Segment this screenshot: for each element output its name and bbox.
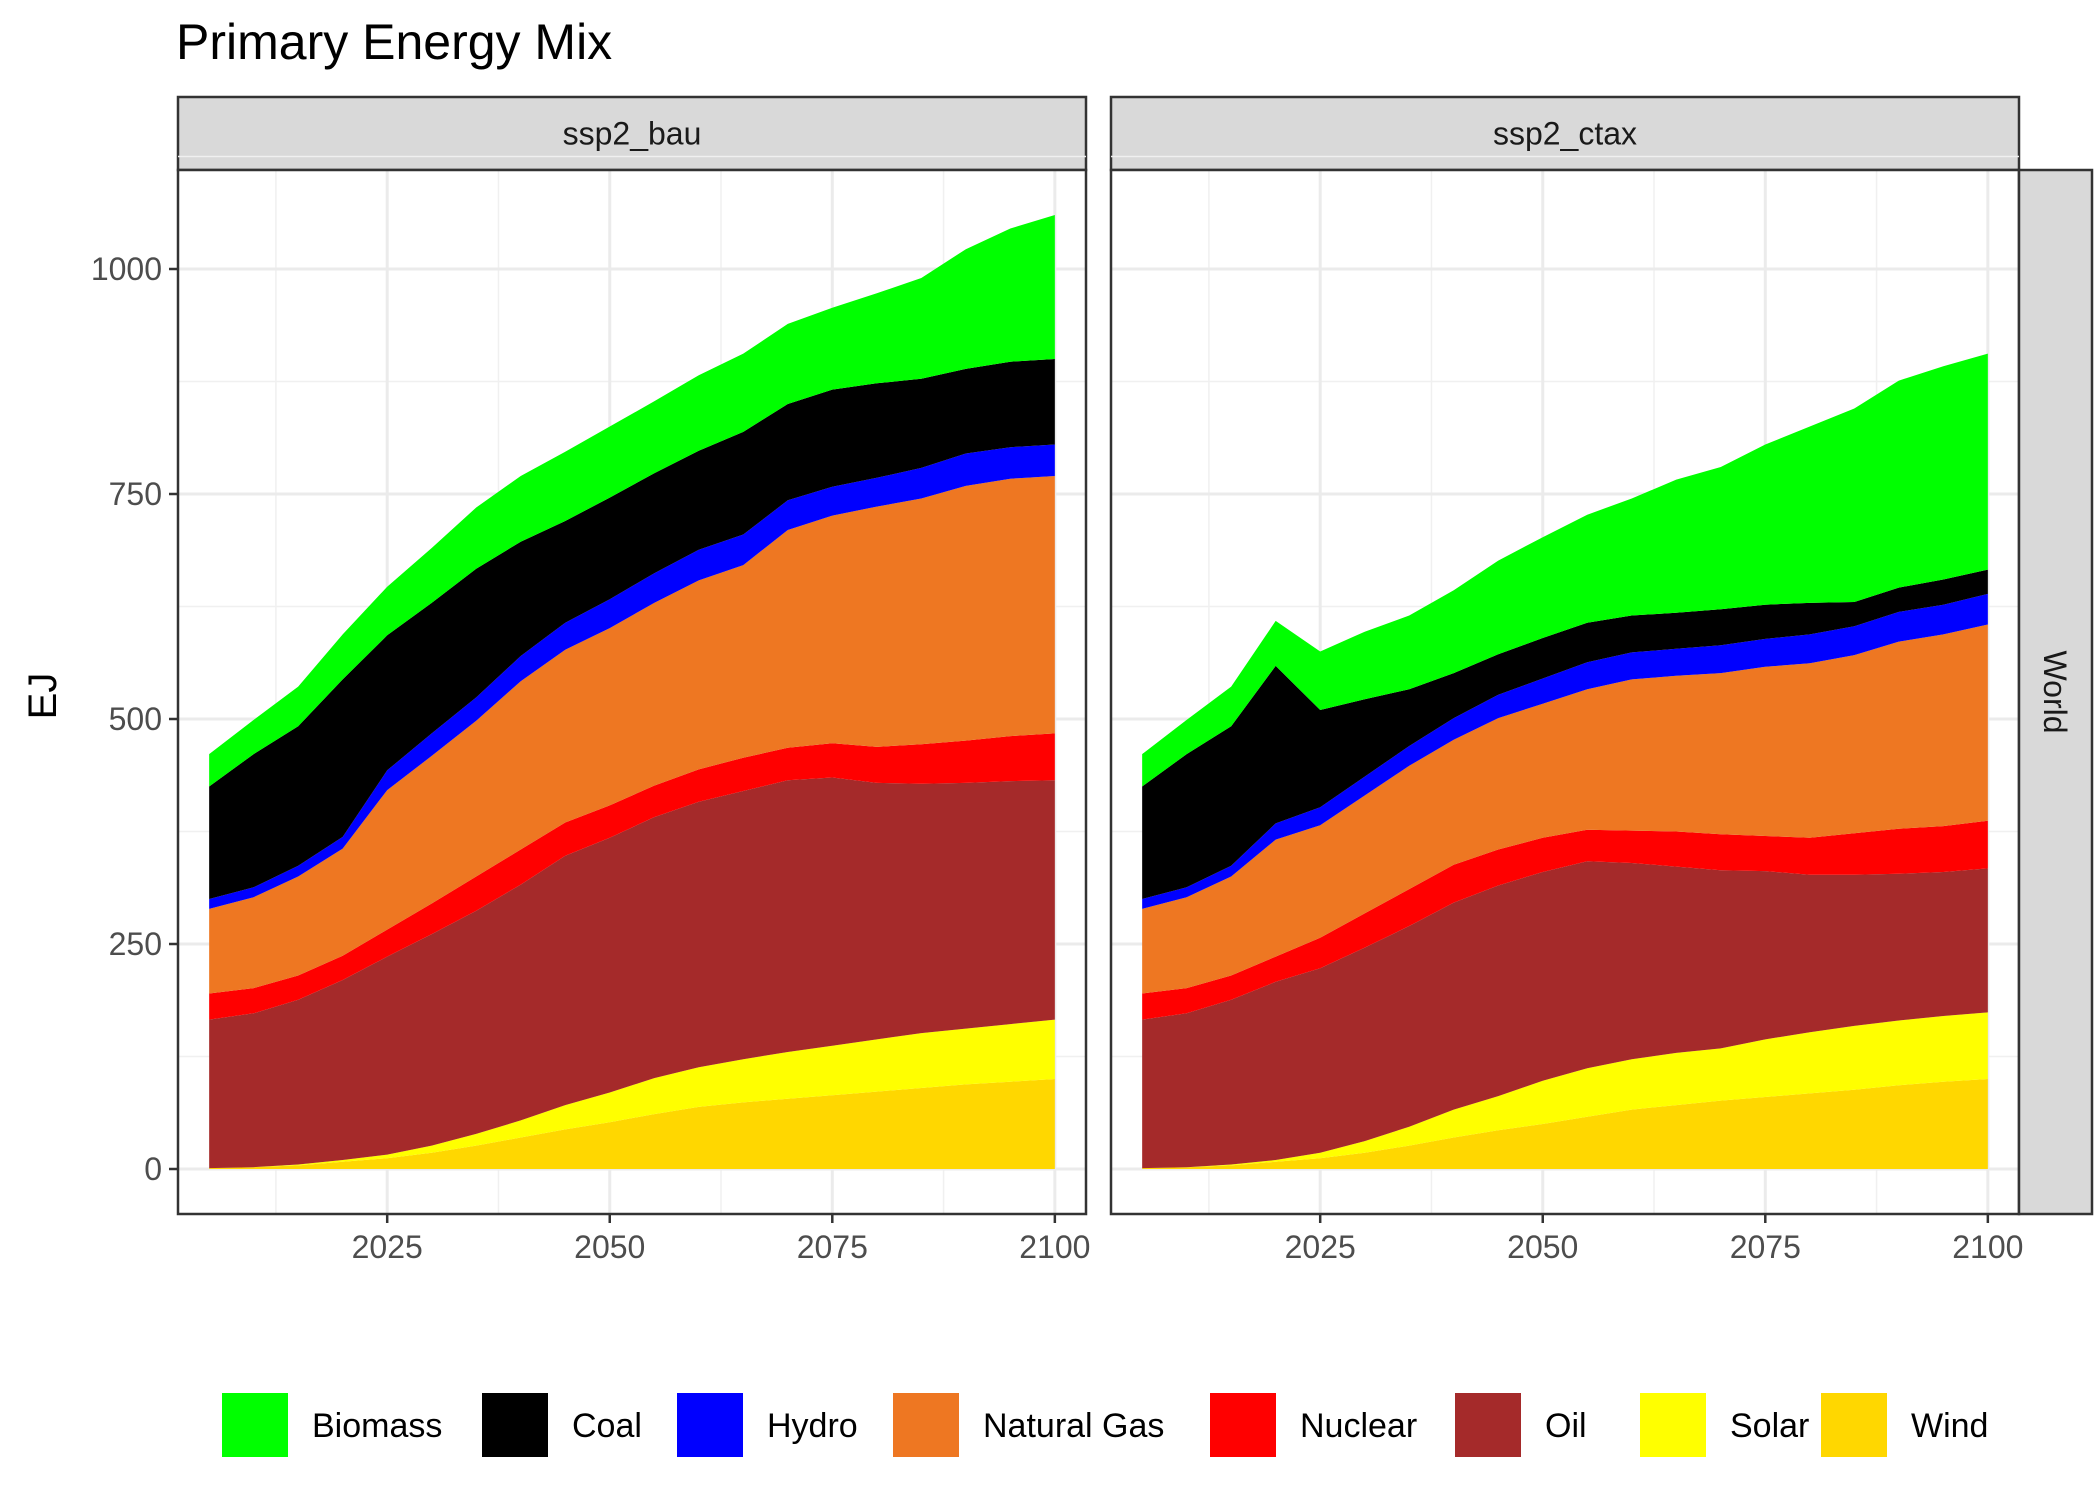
legend-key-nuclear (1210, 1393, 1276, 1457)
legend-label-wind: Wind (1911, 1407, 1988, 1445)
strip-label-ssp2-ctax: ssp2_ctax (1493, 116, 1637, 152)
legend-label-oil: Oil (1545, 1407, 1587, 1445)
area-ssp2-ctax-solar (1142, 1012, 1988, 1169)
strip-ssp2-bau (176, 95, 1088, 172)
row-strip: World (2017, 168, 2094, 1216)
panel-ssp2-ctax: ssp2_ctax 2025 2050 2075 2100 (1109, 95, 2023, 1265)
legend-key-natural-gas (893, 1393, 959, 1457)
x-tick-label: 2100 (1019, 1229, 1090, 1265)
x-axis-ssp2-ctax: 2025 2050 2075 2100 (1285, 1214, 2023, 1265)
legend-key-solar (1640, 1393, 1706, 1457)
x-tick-label: 2100 (1952, 1229, 2023, 1265)
area-ssp2-ctax-natural-gas (1142, 624, 1988, 994)
legend-item-solar: Solar (1640, 1393, 1809, 1457)
y-tick-label: 750 (109, 476, 162, 512)
legend-item-nuclear: Nuclear (1210, 1393, 1417, 1457)
row-strip-label: World (2037, 651, 2073, 734)
strip-label-ssp2-bau: ssp2_bau (563, 116, 702, 152)
legend-key-hydro (677, 1393, 743, 1457)
x-tick-label: 2075 (1730, 1229, 1801, 1265)
x-axis-ssp2-bau: 2025 2050 2075 2100 (352, 1214, 1090, 1265)
chart-title: Primary Energy Mix (176, 14, 612, 70)
area-ssp2-bau-biomass (209, 215, 1055, 787)
area-ssp2-bau-coal (209, 359, 1055, 899)
legend-item-biomass: Biomass (222, 1393, 442, 1457)
legend-label-solar: Solar (1730, 1407, 1809, 1445)
x-tick-label: 2025 (352, 1229, 423, 1265)
x-tick-label: 2050 (1507, 1229, 1578, 1265)
legend-label-hydro: Hydro (767, 1407, 858, 1445)
areas-ssp2-ctax (1142, 353, 1988, 1169)
y-axis: 0 250 500 750 1000 (91, 251, 178, 1187)
area-ssp2-bau-solar (209, 1019, 1055, 1169)
y-tick-label: 500 (109, 701, 162, 737)
legend-item-oil: Oil (1455, 1393, 1587, 1457)
area-ssp2-bau-natural-gas (209, 476, 1055, 994)
area-ssp2-ctax-hydro (1142, 593, 1988, 909)
x-tick-label: 2050 (574, 1229, 645, 1265)
x-tick-label: 2075 (797, 1229, 868, 1265)
area-ssp2-ctax-coal (1142, 569, 1988, 899)
legend-key-coal (482, 1393, 548, 1457)
y-axis-title: EJ (21, 673, 65, 720)
y-tick-label: 250 (109, 926, 162, 962)
area-ssp2-bau-oil (209, 777, 1055, 1169)
legend-key-biomass (222, 1393, 288, 1457)
row-strip-box (2017, 168, 2094, 1216)
area-ssp2-ctax-wind (1142, 1079, 1988, 1169)
area-ssp2-ctax-nuclear (1142, 820, 1988, 1020)
legend-label-natural-gas: Natural Gas (983, 1407, 1164, 1445)
y-tick-label: 1000 (91, 251, 162, 287)
legend-label-coal: Coal (572, 1407, 642, 1445)
legend-label-biomass: Biomass (312, 1407, 442, 1445)
areas-ssp2-bau (209, 215, 1055, 1169)
legend-key-wind (1821, 1393, 1887, 1457)
area-ssp2-ctax-oil (1142, 861, 1988, 1169)
area-ssp2-bau-wind (209, 1079, 1055, 1169)
legend: Biomass Coal Hydro Natural Gas Nuclear Oil Sol… (222, 1393, 1988, 1457)
legend-item-coal: Coal (482, 1393, 642, 1457)
legend-label-nuclear: Nuclear (1300, 1407, 1417, 1445)
area-ssp2-bau-nuclear (209, 733, 1055, 1020)
panel-border-ssp2-bau (176, 168, 1088, 1216)
panel-ssp2-bau: ssp2_bau 2025 2050 2075 2100 0 250 500 750 1000 (91, 95, 1090, 1265)
x-tick-label: 2025 (1285, 1229, 1356, 1265)
legend-item-natural-gas: Natural Gas (893, 1393, 1164, 1457)
legend-item-wind: Wind (1821, 1393, 1988, 1457)
y-tick-label: 0 (144, 1151, 162, 1187)
legend-key-oil (1455, 1393, 1521, 1457)
area-ssp2-ctax-biomass (1142, 353, 1988, 787)
legend-item-hydro: Hydro (677, 1393, 858, 1457)
